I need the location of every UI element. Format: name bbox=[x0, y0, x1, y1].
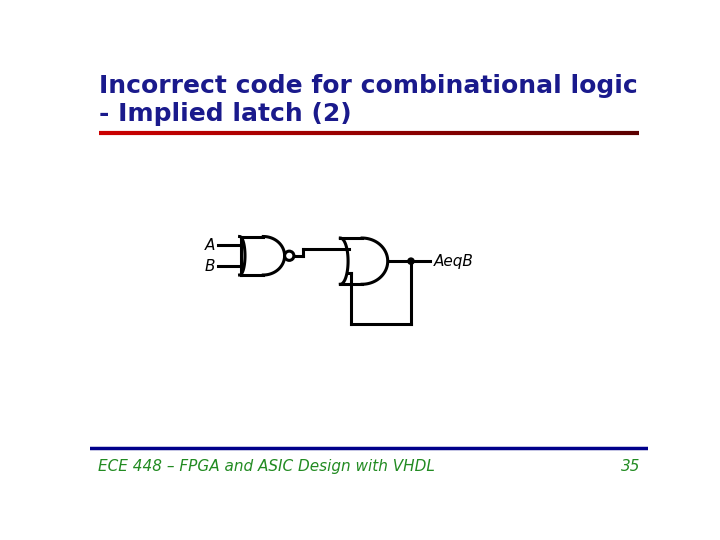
Text: - Implied latch (2): - Implied latch (2) bbox=[99, 102, 352, 126]
Text: AeqB: AeqB bbox=[434, 254, 474, 268]
Text: ECE 448 – FPGA and ASIC Design with VHDL: ECE 448 – FPGA and ASIC Design with VHDL bbox=[98, 459, 435, 474]
Circle shape bbox=[408, 258, 414, 264]
Text: A: A bbox=[205, 238, 215, 253]
Text: Incorrect code for combinational logic: Incorrect code for combinational logic bbox=[99, 74, 638, 98]
Circle shape bbox=[284, 251, 294, 260]
Text: 35: 35 bbox=[621, 459, 640, 474]
Text: B: B bbox=[205, 259, 215, 274]
